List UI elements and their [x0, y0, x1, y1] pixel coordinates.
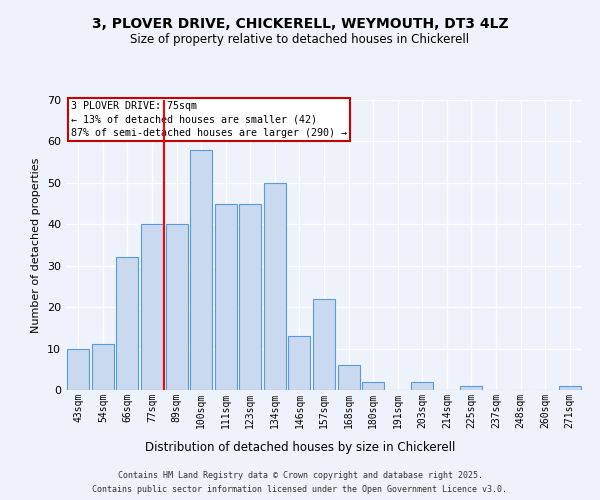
Bar — [190, 150, 212, 390]
Bar — [460, 386, 482, 390]
Bar — [338, 365, 359, 390]
Bar — [116, 258, 139, 390]
Text: Contains public sector information licensed under the Open Government Licence v3: Contains public sector information licen… — [92, 484, 508, 494]
Bar — [92, 344, 114, 390]
Bar — [362, 382, 384, 390]
Bar — [239, 204, 262, 390]
Y-axis label: Number of detached properties: Number of detached properties — [31, 158, 41, 332]
Bar — [264, 183, 286, 390]
Bar — [313, 299, 335, 390]
Text: 3, PLOVER DRIVE, CHICKERELL, WEYMOUTH, DT3 4LZ: 3, PLOVER DRIVE, CHICKERELL, WEYMOUTH, D… — [92, 18, 508, 32]
Bar — [559, 386, 581, 390]
Text: 3 PLOVER DRIVE: 75sqm
← 13% of detached houses are smaller (42)
87% of semi-deta: 3 PLOVER DRIVE: 75sqm ← 13% of detached … — [71, 102, 347, 138]
Bar — [67, 348, 89, 390]
Bar — [141, 224, 163, 390]
Bar — [411, 382, 433, 390]
Text: Contains HM Land Registry data © Crown copyright and database right 2025.: Contains HM Land Registry data © Crown c… — [118, 472, 482, 480]
Bar — [289, 336, 310, 390]
Bar — [215, 204, 237, 390]
Bar — [166, 224, 188, 390]
Text: Size of property relative to detached houses in Chickerell: Size of property relative to detached ho… — [130, 32, 470, 46]
Text: Distribution of detached houses by size in Chickerell: Distribution of detached houses by size … — [145, 441, 455, 454]
